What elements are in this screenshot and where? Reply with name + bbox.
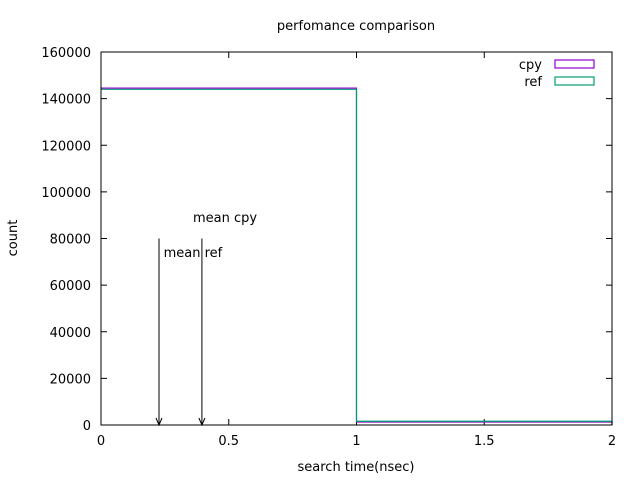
y-tick-label: 140000 [41, 93, 91, 108]
legend-swatch-cpy [554, 59, 595, 69]
y-tick-label: 120000 [41, 139, 91, 154]
y-tick-label: 20000 [50, 372, 91, 387]
annotations: mean cpy mean ref [155, 211, 257, 427]
y-tick-label: 80000 [50, 233, 91, 248]
legend-label-cpy: cpy [519, 58, 542, 73]
annotation-label: mean ref [164, 246, 223, 261]
annotation-arrowhead [198, 417, 206, 427]
x-tick-label: 0 [97, 434, 105, 449]
annotation-label: mean cpy [193, 211, 257, 226]
x-tick-label: 0.5 [218, 434, 239, 449]
y-tick-label: 40000 [50, 326, 91, 341]
y-tick-label: 0 [83, 419, 91, 434]
x-tick-label: 1.5 [474, 434, 495, 449]
annotation-arrowhead [155, 417, 163, 427]
y-axis-label: count [6, 220, 21, 257]
x-tick-label: 1 [352, 434, 360, 449]
axis-ticks: 0 20000 40000 60000 80000 100000 120000 140000 1… [41, 46, 616, 449]
x-tick-label: 2 [608, 434, 616, 449]
legend-label-ref: ref [524, 75, 542, 90]
chart-title: perfomance comparison [277, 19, 435, 34]
y-tick-label: 160000 [41, 46, 91, 61]
y-tick-label: 60000 [50, 279, 91, 294]
plot-frame [100, 51, 613, 426]
x-axis-label: search time(nsec) [298, 460, 415, 475]
y-tick-label: 100000 [41, 186, 91, 201]
legend: cpy ref [519, 58, 595, 90]
legend-swatch-ref [554, 76, 595, 86]
